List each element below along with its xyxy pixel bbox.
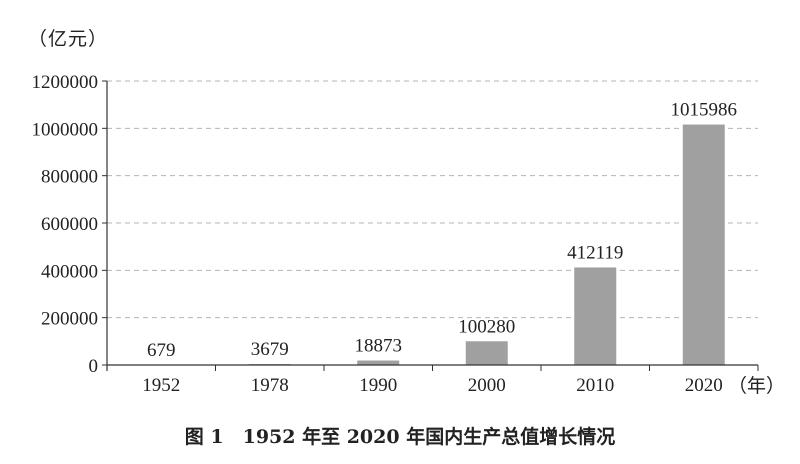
bar-2020 [682, 124, 725, 365]
x-tick-label: 1990 [359, 375, 397, 396]
y-axis-unit-label: （亿元） [28, 28, 109, 50]
y-tick-label: 1000000 [32, 119, 99, 140]
data-label: 18873 [355, 336, 403, 357]
data-label: 679 [147, 340, 176, 361]
y-tick-label: 200000 [41, 309, 98, 330]
bar-1990 [357, 360, 400, 365]
data-label: 412119 [567, 242, 623, 263]
data-label: 100280 [458, 316, 515, 337]
x-tick-label: 1978 [251, 375, 289, 396]
x-tick-label: 2020 [685, 375, 723, 396]
y-tick-label: 400000 [41, 261, 98, 282]
bar-2010 [574, 267, 617, 365]
data-label: 3679 [251, 339, 289, 360]
y-tick-label: 600000 [41, 214, 98, 235]
bar-2000 [465, 341, 508, 365]
y-tick-label: 1200000 [32, 72, 99, 93]
x-axis-unit-label: （年） [728, 375, 786, 397]
chart-caption: 图 1 1952 年至 2020 年国内生产总值增长情况 [184, 426, 616, 448]
x-tick-label: 2000 [468, 375, 506, 396]
y-tick-label: 0 [89, 356, 99, 377]
x-tick-label: 2010 [576, 375, 614, 396]
y-tick-label: 800000 [41, 167, 98, 188]
x-tick-label: 1952 [142, 375, 180, 396]
data-label: 1015986 [671, 100, 738, 121]
